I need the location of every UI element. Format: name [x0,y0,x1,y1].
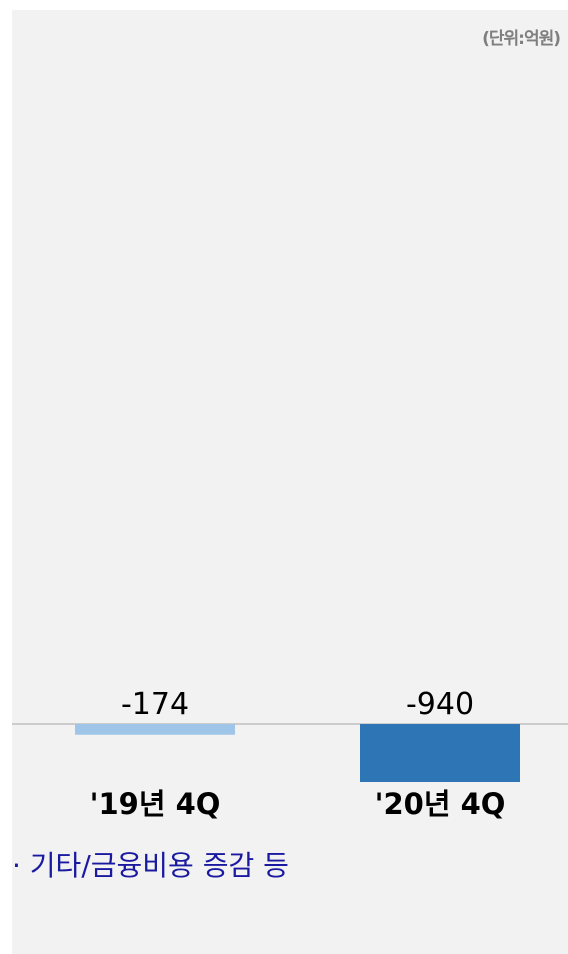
bar-0 [75,724,235,735]
footnote: · 기타/금융비용 증감 등 [12,849,289,882]
chart-panel: (단위:억원) [12,10,568,954]
category-label-1: '20년 4Q [375,787,506,821]
bar-1 [360,724,520,782]
category-label-0: '19년 4Q [90,787,221,821]
data-label-0: -174 [121,687,189,722]
unit-label: (단위:억원) [482,29,561,49]
data-label-1: -940 [406,687,474,722]
